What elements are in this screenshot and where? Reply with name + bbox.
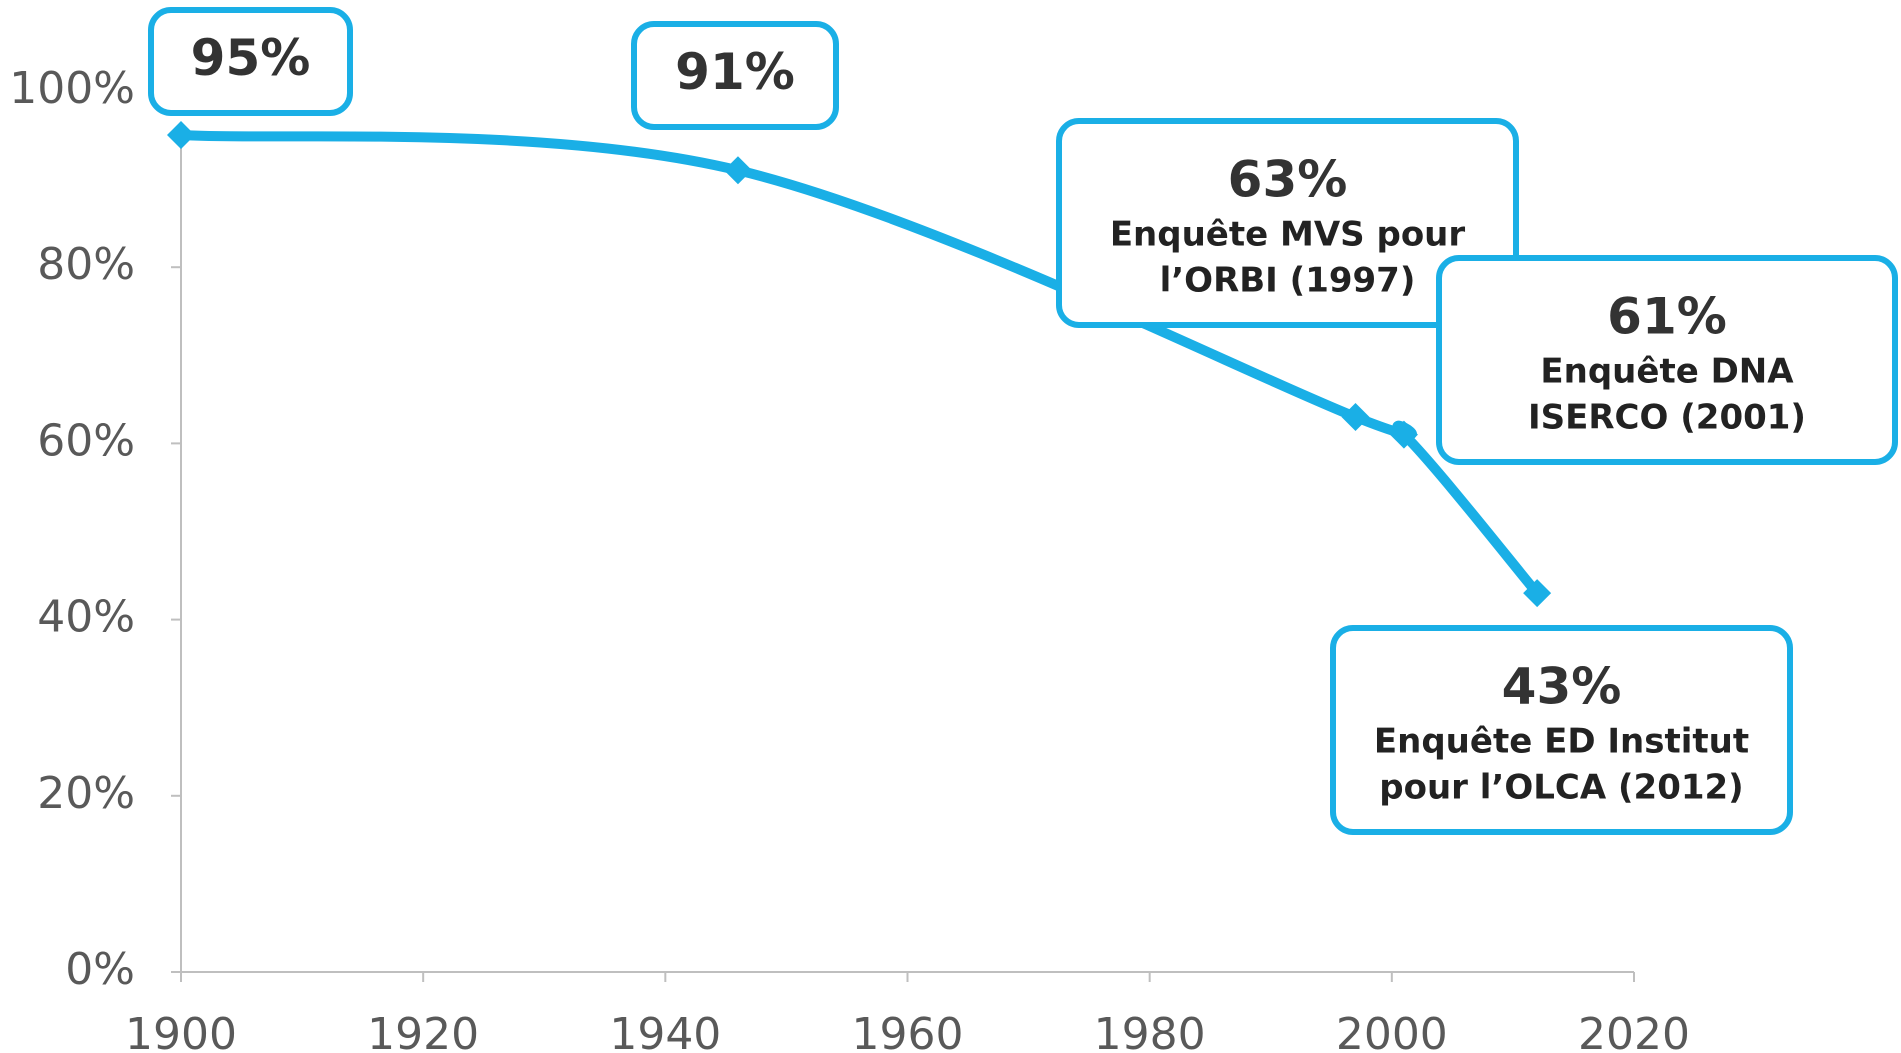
value-label: 43% — [1502, 658, 1622, 716]
y-tick-label: 0% — [65, 944, 135, 995]
x-tick-label: 2000 — [1336, 1009, 1448, 1053]
value-label: 95% — [191, 29, 311, 87]
value-label: 91% — [675, 43, 795, 101]
point-marker — [1341, 402, 1370, 431]
y-tick-label: 40% — [37, 592, 135, 643]
note-text: Enquête ED Institut — [1374, 722, 1749, 762]
note-text: l’ORBI (1997) — [1160, 261, 1416, 301]
label-box — [148, 7, 353, 116]
x-tick-label: 1900 — [125, 1009, 237, 1053]
x-tick-label: 2020 — [1578, 1009, 1690, 1053]
value-label: 63% — [1228, 151, 1348, 209]
label-box — [631, 21, 839, 130]
label-box — [1056, 118, 1519, 328]
y-tick-label: 20% — [37, 768, 135, 819]
note-text: pour l’OLCA (2012) — [1379, 768, 1743, 808]
x-tick-label: 1940 — [609, 1009, 721, 1053]
point-marker — [1523, 579, 1552, 608]
point-marker — [1389, 420, 1418, 449]
value-label: 61% — [1607, 288, 1727, 346]
label-box — [1330, 625, 1793, 835]
x-tick-label: 1980 — [1094, 1009, 1206, 1053]
y-tick-label: 80% — [37, 239, 135, 290]
x-tick-label: 1920 — [367, 1009, 479, 1053]
y-tick-label: 100% — [9, 63, 135, 114]
note-text: Enquête DNA — [1540, 352, 1794, 392]
point-marker — [723, 156, 752, 185]
x-tick-label: 1960 — [852, 1009, 964, 1053]
label-box — [1436, 255, 1898, 465]
note-text: ISERCO (2001) — [1528, 398, 1806, 438]
y-tick-label: 60% — [37, 415, 135, 466]
point-marker — [167, 121, 195, 150]
note-text: Enquête MVS pour — [1110, 215, 1466, 255]
